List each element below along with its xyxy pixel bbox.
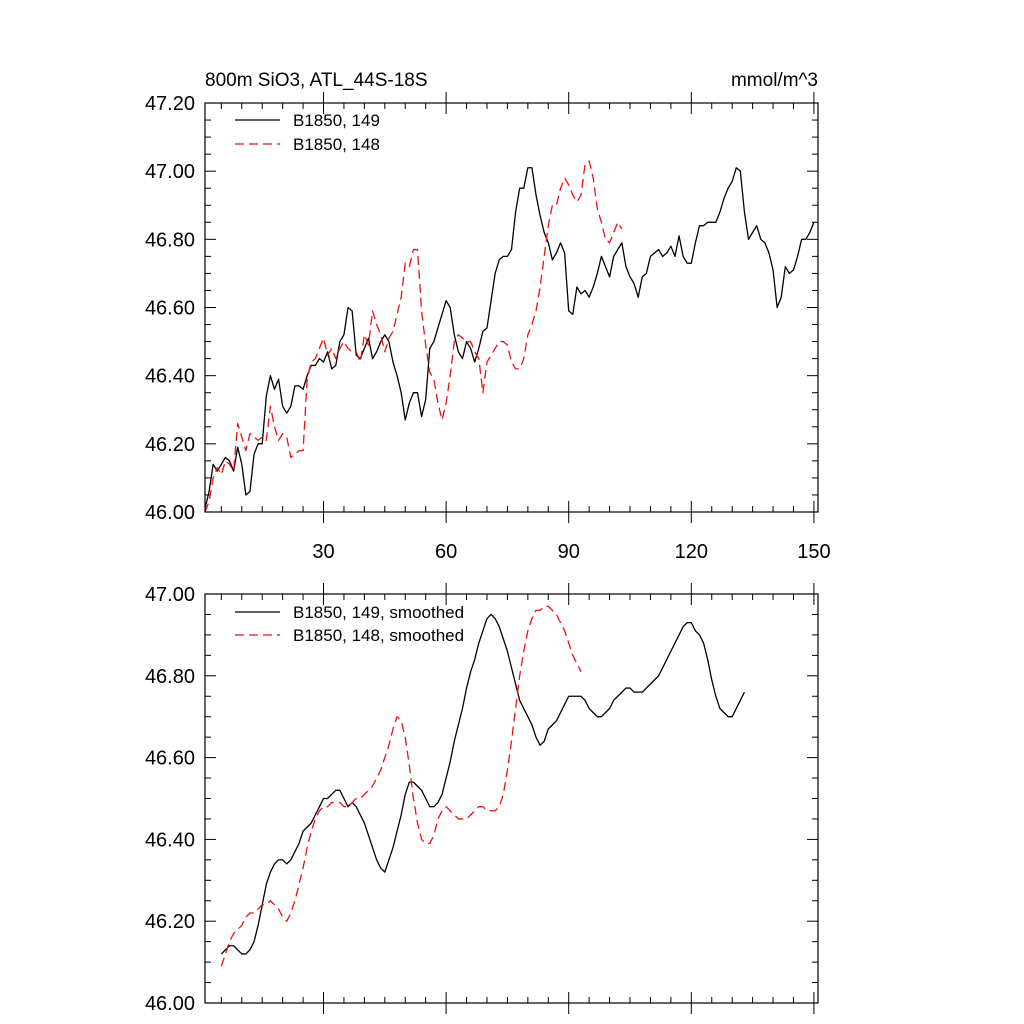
- y-tick-label: 46.00: [145, 993, 195, 1015]
- y-tick-label: 47.20: [145, 93, 195, 115]
- top-chart-panel: 800m SiO3, ATL_44S-18S mmol/m^3 46.0046.…: [145, 70, 831, 563]
- y-tick-label: 46.20: [145, 434, 195, 456]
- y-tick-label: 46.40: [145, 829, 195, 851]
- top-legend: B1850, 149 B1850, 148: [235, 111, 380, 154]
- y-tick-label: 46.80: [145, 229, 195, 251]
- top-axis-ticks: [205, 92, 818, 523]
- legend-label-149-smoothed: B1850, 149, smoothed: [293, 603, 464, 622]
- y-tick-label: 46.60: [145, 298, 195, 320]
- legend-label-149: B1850, 149: [293, 111, 380, 130]
- y-tick-label: 46.00: [145, 502, 195, 524]
- y-tick-label: 46.60: [145, 748, 195, 770]
- x-tick-label: 60: [435, 541, 457, 563]
- x-tick-label: 30: [312, 541, 334, 563]
- y-tick-label: 46.40: [145, 366, 195, 388]
- bottom-plot-frame: [204, 593, 819, 1004]
- x-tick-label: 120: [675, 541, 708, 563]
- x-tick-label: 90: [558, 541, 580, 563]
- series-line-148: [220, 605, 582, 967]
- y-tick-label: 47.00: [145, 161, 195, 183]
- legend-label-148: B1850, 148: [293, 135, 380, 154]
- top-tick-labels: 46.00 46.20 46.40 46.60 46.80 47.00 47.20 30 60 9…: [145, 93, 831, 563]
- x-tick-label: 150: [797, 541, 830, 563]
- bottom-series-lines: [220, 605, 746, 967]
- y-tick-label: 46.20: [145, 911, 195, 933]
- bottom-tick-labels: 46.00 46.20 46.40 46.60 46.80 47.00: [145, 584, 195, 1015]
- top-plot-frame: [204, 102, 819, 513]
- units-label: mmol/m^3: [731, 70, 818, 91]
- y-tick-label: 47.00: [145, 584, 195, 606]
- series-line-149: [220, 613, 746, 955]
- series-line-148: [204, 160, 623, 513]
- bottom-legend: B1850, 149, smoothed B1850, 148, smoothe…: [235, 603, 464, 645]
- bottom-chart-panel: 46.00 46.20 46.40 46.60 46.80 47.00 B1850, 14…: [145, 583, 819, 1015]
- legend-label-148-smoothed: B1850, 148, smoothed: [293, 626, 464, 645]
- top-series-lines: [204, 160, 815, 513]
- chart-title: 800m SiO3, ATL_44S-18S: [205, 70, 428, 91]
- series-line-149: [204, 167, 815, 509]
- y-tick-label: 46.80: [145, 666, 195, 688]
